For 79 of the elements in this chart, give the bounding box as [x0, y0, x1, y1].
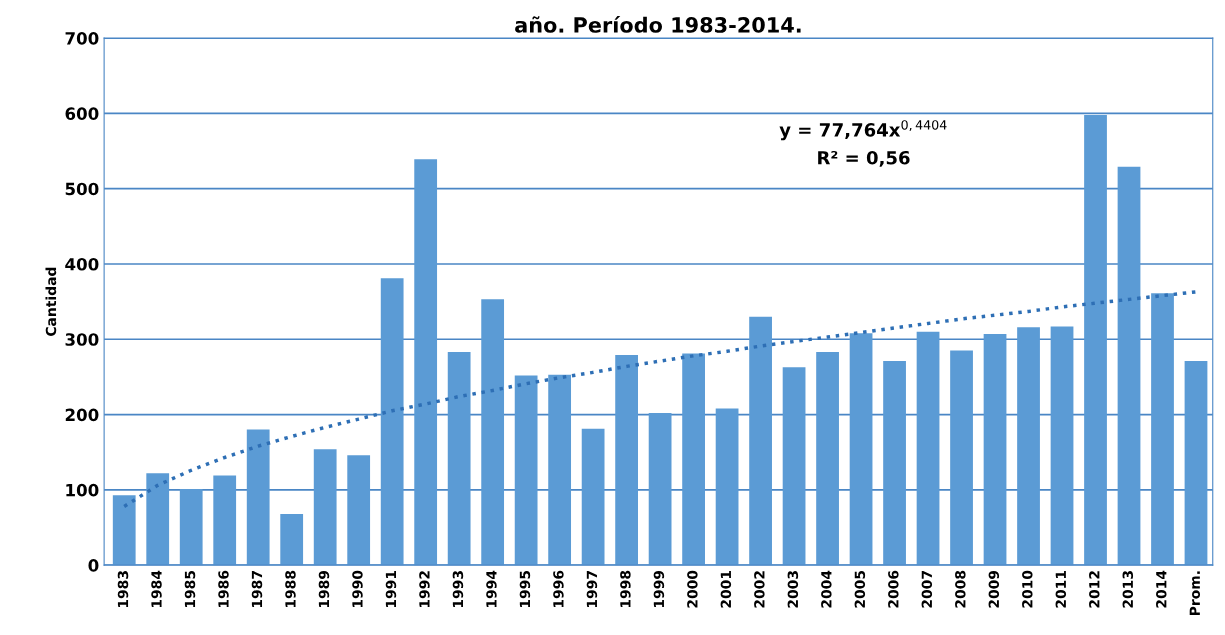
bar	[414, 159, 438, 566]
x-tick-label: 2013	[1122, 571, 1134, 608]
x-tick-label: 1994	[486, 570, 497, 608]
x-tick-label: 1998	[620, 570, 631, 608]
bar	[347, 455, 371, 566]
x-tick-label: 2009	[988, 570, 1000, 608]
x-tick-label: 1985	[184, 570, 196, 608]
x-tick-label: 1983	[117, 571, 129, 608]
bar	[615, 355, 639, 566]
x-tick-label: 1992	[419, 571, 430, 608]
x-tick-label: 1984	[151, 570, 162, 608]
bar	[514, 375, 538, 566]
y-tick-label: 100	[66, 483, 99, 497]
annotation: y = 77,764x$^{0,4404}$	[779, 120, 947, 141]
x-tick-label: 1995	[519, 570, 531, 608]
y-tick-label: 0	[88, 559, 99, 572]
bar	[179, 489, 203, 566]
bar	[883, 361, 906, 566]
y-axis-title: Cantidad	[45, 267, 57, 336]
bar	[1050, 326, 1074, 566]
x-tick-label: 2012	[1089, 571, 1100, 608]
bar	[213, 475, 237, 566]
bar	[950, 350, 973, 566]
bar	[849, 333, 873, 566]
x-tick-label: 2010	[1022, 570, 1033, 608]
bar	[749, 316, 772, 566]
x-tick-label: 2002	[754, 571, 765, 608]
bar	[447, 352, 471, 566]
x-tick-label: 2014	[1156, 570, 1167, 608]
y-tick-label: 400	[65, 257, 99, 271]
bar	[548, 374, 572, 566]
bar	[715, 408, 739, 566]
bar	[1084, 114, 1107, 566]
bar	[816, 352, 839, 566]
x-tick-label: 1990	[352, 570, 363, 608]
bar	[782, 367, 806, 566]
x-tick-label: 1986	[218, 570, 229, 608]
bar	[1184, 361, 1208, 566]
annotation: R² = 0,56	[818, 150, 910, 167]
y-tick-label: 300	[65, 333, 99, 346]
bar	[983, 334, 1007, 566]
bar	[648, 413, 672, 566]
x-tick-label: 1999	[653, 570, 665, 608]
x-tick-label: 2003	[787, 571, 799, 608]
x-tick-label: 1989	[318, 570, 330, 608]
y-tick-label: 200	[65, 408, 99, 422]
y-tick-label: 700	[65, 32, 99, 45]
x-tick-label: 2011	[1055, 570, 1067, 608]
x-tick-label: Prom.	[1189, 571, 1201, 616]
x-tick-label: 2001	[720, 570, 732, 608]
bar	[280, 513, 304, 566]
y-tick-label: 600	[65, 107, 99, 120]
bar	[1117, 166, 1141, 566]
x-tick-label: 1996	[553, 570, 564, 608]
bar	[112, 495, 136, 566]
chart-title: año. Período 1983-2014.	[515, 15, 801, 33]
line-series	[122, 290, 1198, 509]
x-tick-label: 2004	[821, 570, 832, 608]
bar	[146, 473, 170, 566]
bar	[246, 429, 270, 566]
x-tick-label: 1997	[586, 571, 598, 608]
y-tick-label: 500	[65, 182, 99, 196]
bar	[916, 331, 940, 566]
x-tick-label: 2000	[687, 570, 698, 608]
x-tick-label: 1993	[452, 571, 464, 608]
x-tick-label: 2008	[955, 570, 966, 608]
x-tick-label: 1988	[285, 570, 296, 608]
x-tick-label: 2006	[888, 570, 899, 608]
x-tick-label: 1991	[385, 570, 397, 608]
x-tick-label: 2005	[854, 570, 866, 608]
bar	[581, 428, 605, 566]
bar	[1151, 293, 1174, 566]
bar	[1017, 327, 1040, 566]
bar	[682, 353, 705, 566]
bar	[481, 299, 505, 566]
bar	[313, 449, 337, 566]
x-tick-label: 2007	[921, 571, 933, 608]
bar	[380, 278, 404, 566]
x-tick-label: 1987	[251, 571, 263, 608]
